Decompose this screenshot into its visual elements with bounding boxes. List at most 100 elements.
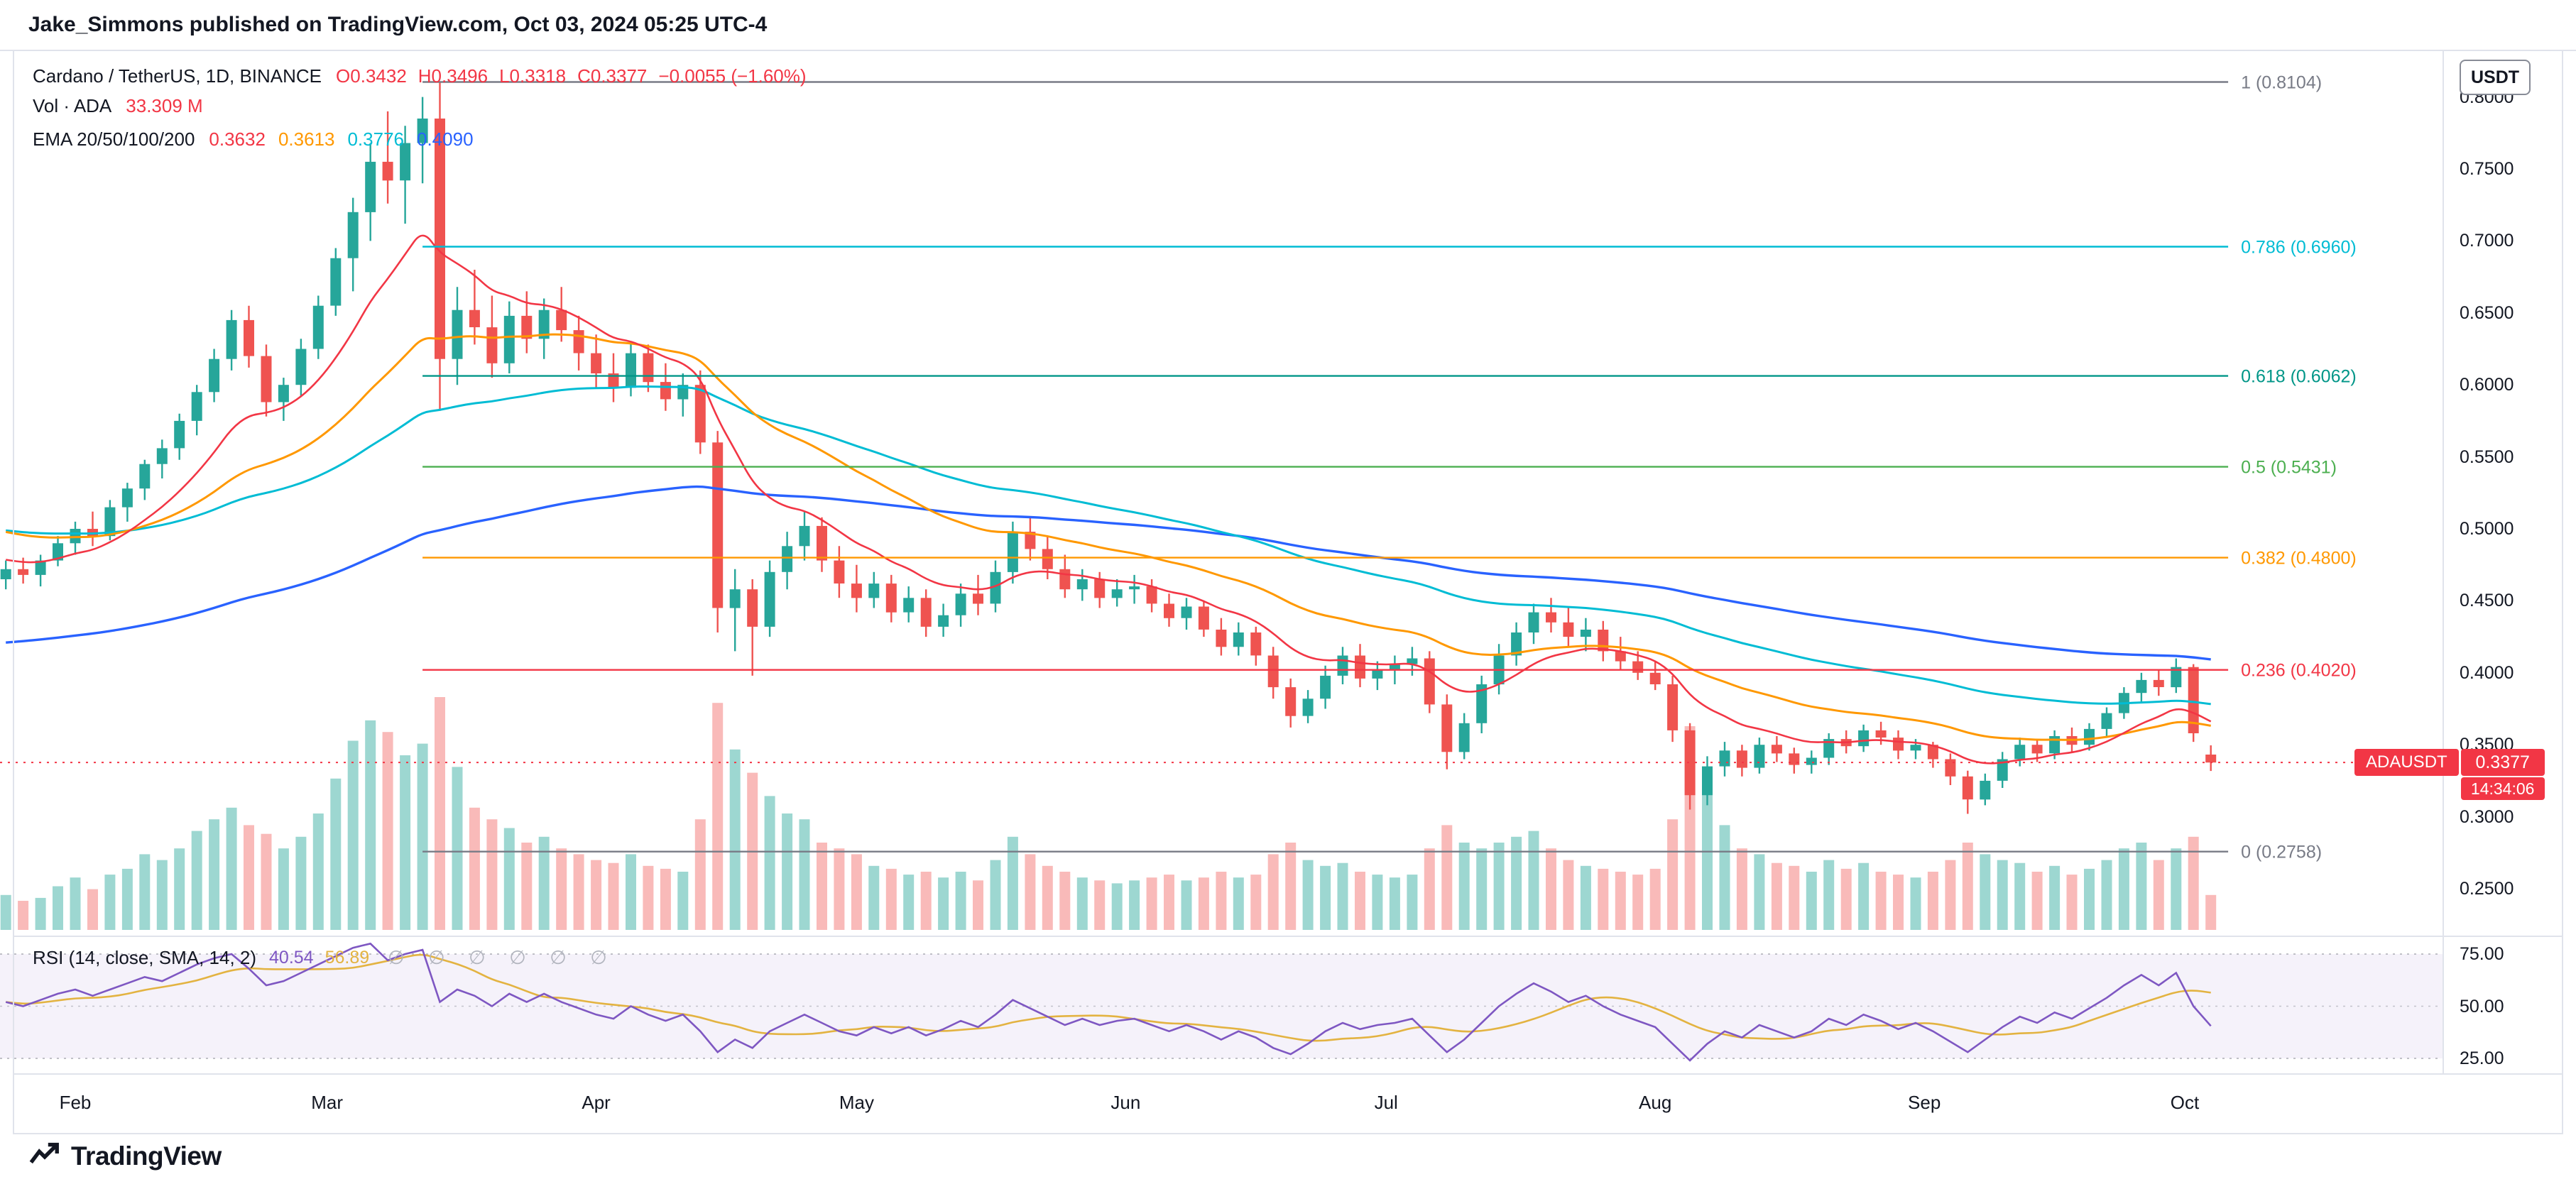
volume-bar: [1719, 825, 1730, 930]
volume-bar: [1632, 875, 1644, 930]
volume-bar: [1823, 860, 1835, 930]
time-axis-month: Aug: [1639, 1092, 1672, 1113]
time-axis[interactable]: Feb Mar Apr May Jun Jul Aug Sep Oct: [0, 1092, 2576, 1120]
fib-level-label: 0.5 (0.5431): [2241, 458, 2337, 478]
candle-body: [400, 143, 411, 181]
candle-body: [1250, 632, 1262, 656]
candle-body: [1476, 684, 1488, 723]
chart-legend: Cardano / TetherUS, 1D, BINANCE O0.3432 …: [33, 61, 818, 155]
currency-toggle-button[interactable]: USDT: [2460, 60, 2531, 95]
volume-bar: [1910, 877, 1921, 930]
volume-bar: [1424, 848, 1435, 930]
ema-line-200: [6, 485, 2211, 661]
candle-body: [1042, 549, 1053, 569]
fib-level-label: 0 (0.2758): [2241, 843, 2322, 862]
candle-body: [174, 420, 185, 449]
volume-bar: [1736, 848, 1747, 930]
candle-body: [1076, 579, 1088, 590]
candle-body: [1736, 750, 1747, 768]
candle-body: [1198, 606, 1209, 630]
price-axis-label: 0.5000: [2460, 519, 2514, 539]
pane-separator-main-rsi[interactable]: [13, 936, 2563, 937]
pane-separator-rsi-timeaxis[interactable]: [13, 1073, 2563, 1075]
volume-bar: [191, 831, 202, 930]
volume-bar: [2014, 862, 2026, 930]
rsi-value: 40.54: [269, 948, 314, 968]
candle-body: [139, 464, 151, 489]
volume-bar: [782, 813, 793, 930]
candle-body: [885, 583, 897, 613]
candle-body: [782, 546, 793, 572]
volume-bar: [955, 872, 966, 930]
rsi-indicator-pane[interactable]: [0, 941, 2576, 1070]
ema-label[interactable]: EMA 20/50/100/200: [33, 128, 195, 150]
badge-symbol: ADAUSDT: [2354, 749, 2459, 777]
volume-bar: [764, 796, 775, 930]
time-axis-month: Oct: [2170, 1092, 2200, 1113]
volume-bar: [1007, 836, 1018, 930]
volume-bar: [1615, 872, 1626, 930]
candle-body: [1528, 612, 1539, 632]
candle-body: [747, 589, 758, 627]
candle-body: [1059, 569, 1071, 590]
volume-bar: [53, 886, 63, 930]
candle-body: [1216, 630, 1227, 647]
volume-bar: [920, 872, 932, 930]
candle-body: [1754, 745, 1765, 768]
candle-body: [903, 598, 915, 613]
candle-body: [0, 569, 11, 579]
time-axis-month: Sep: [1908, 1092, 1941, 1113]
candle-body: [1719, 750, 1730, 767]
candle-body: [2084, 728, 2095, 745]
volume-bar: [2101, 860, 2112, 930]
candle-body: [1823, 739, 1835, 758]
volume-bar: [1789, 865, 1800, 930]
candle-body: [226, 319, 237, 359]
rsi-band: [0, 954, 2443, 1058]
candle-body: [312, 305, 324, 349]
volume-bar: [1702, 790, 1713, 930]
main-chart-pane[interactable]: 1 (0.8104) 0.786 (0.6960) 0.618 (0.6062) 0.…: [0, 50, 2576, 934]
tradingview-wordmark[interactable]: TradingView: [71, 1141, 222, 1171]
ema-value: 0.3776: [347, 128, 404, 150]
volume-bar: [226, 807, 237, 930]
header-separator: [0, 50, 2576, 51]
candle-body: [18, 569, 29, 575]
volume-bar: [1980, 854, 1991, 930]
symbol-title[interactable]: Cardano / TetherUS, 1D, BINANCE: [33, 65, 322, 87]
time-axis-month: Mar: [311, 1092, 343, 1113]
fib-level-label: 1 (0.8104): [2241, 73, 2322, 93]
candle-body: [209, 358, 220, 393]
candle-body: [660, 382, 671, 400]
candle-body: [382, 161, 393, 181]
candle-body: [2188, 667, 2199, 733]
volume-bar: [312, 813, 324, 930]
tradingview-logo-icon[interactable]: [28, 1140, 61, 1172]
volume-bar: [1025, 854, 1036, 930]
volume-bar: [938, 877, 949, 930]
candle-body: [330, 258, 342, 306]
candle-body: [1632, 661, 1644, 673]
volume-bar: [1337, 862, 1348, 930]
volume-bar: [1407, 875, 1418, 930]
ema-values: 0.3632 0.3613 0.3776 0.4090: [209, 128, 486, 150]
candle-body: [1945, 759, 1956, 777]
volume-label[interactable]: Vol · ADA: [33, 94, 112, 116]
candle-body: [1598, 630, 1609, 652]
volume-bar: [174, 848, 185, 930]
time-axis-month: May: [839, 1092, 874, 1113]
volume-bar: [1667, 819, 1679, 930]
volume-bar: [903, 875, 915, 930]
volume-bar: [1285, 843, 1297, 930]
volume-bar: [643, 865, 654, 930]
fib-level-label: 0.618 (0.6062): [2241, 367, 2357, 387]
candle-body: [469, 309, 480, 327]
volume-bar: [139, 854, 151, 930]
rsi-label[interactable]: RSI (14, close, SMA, 14, 2): [33, 947, 257, 968]
chart-border-bottom: [13, 1133, 2563, 1134]
close-value: C0.3377: [577, 65, 648, 87]
candle-body: [156, 448, 168, 464]
price-axis-label: 0.4500: [2460, 591, 2514, 611]
candle-body: [1789, 753, 1800, 765]
volume-bar: [1233, 877, 1244, 930]
